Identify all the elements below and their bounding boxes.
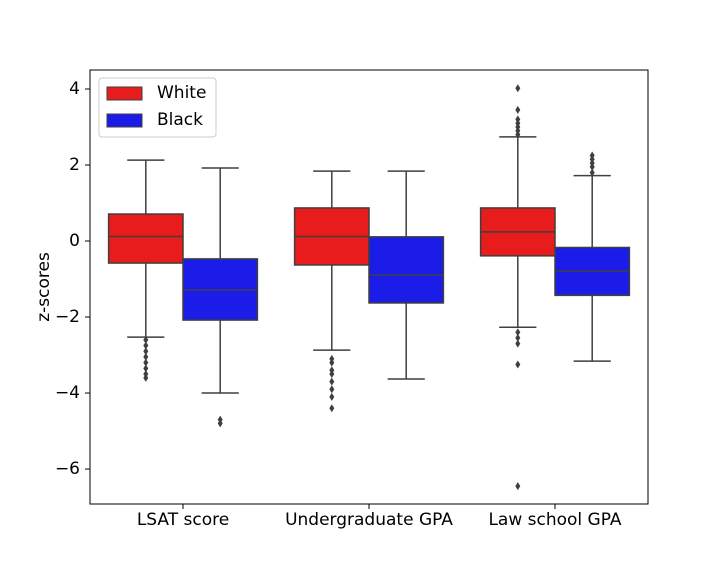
y-tick-label: 0 [69,231,80,251]
outlier [143,352,149,361]
y-tick-label: −2 [55,307,80,327]
outlier [143,364,149,373]
outlier [329,370,335,379]
y-tick-label: −6 [55,459,80,479]
outlier [589,168,595,177]
outlier [329,377,335,386]
outlier [515,333,521,342]
outlier [515,84,521,93]
y-tick-label: 2 [69,155,80,175]
outlier [143,373,149,382]
box [107,213,184,264]
outlier [515,105,521,114]
y-tick-label: −4 [55,383,80,403]
legend-label: White [157,83,206,103]
legend-swatch [106,113,143,128]
outlier [143,335,149,344]
outlier [143,347,149,356]
outlier [143,341,149,350]
outlier [329,358,335,367]
y-axis-label: z-scores [34,252,54,322]
outlier [329,385,335,394]
outlier [515,360,521,369]
outlier [515,339,521,348]
outlier [143,358,149,367]
outlier [589,151,595,160]
x-tick-label: Law school GPA [488,510,621,530]
x-tick-label: Undergraduate GPA [285,510,453,530]
outlier [515,115,521,124]
outlier [329,392,335,401]
box [368,236,445,304]
legend-swatch [106,86,143,101]
outlier [515,328,521,337]
outlier [217,419,223,428]
outlier [329,404,335,413]
y-tick-label: 4 [69,79,80,99]
outlier [515,482,521,491]
x-tick-label: LSAT score [137,510,229,530]
legend-label: Black [157,110,203,130]
